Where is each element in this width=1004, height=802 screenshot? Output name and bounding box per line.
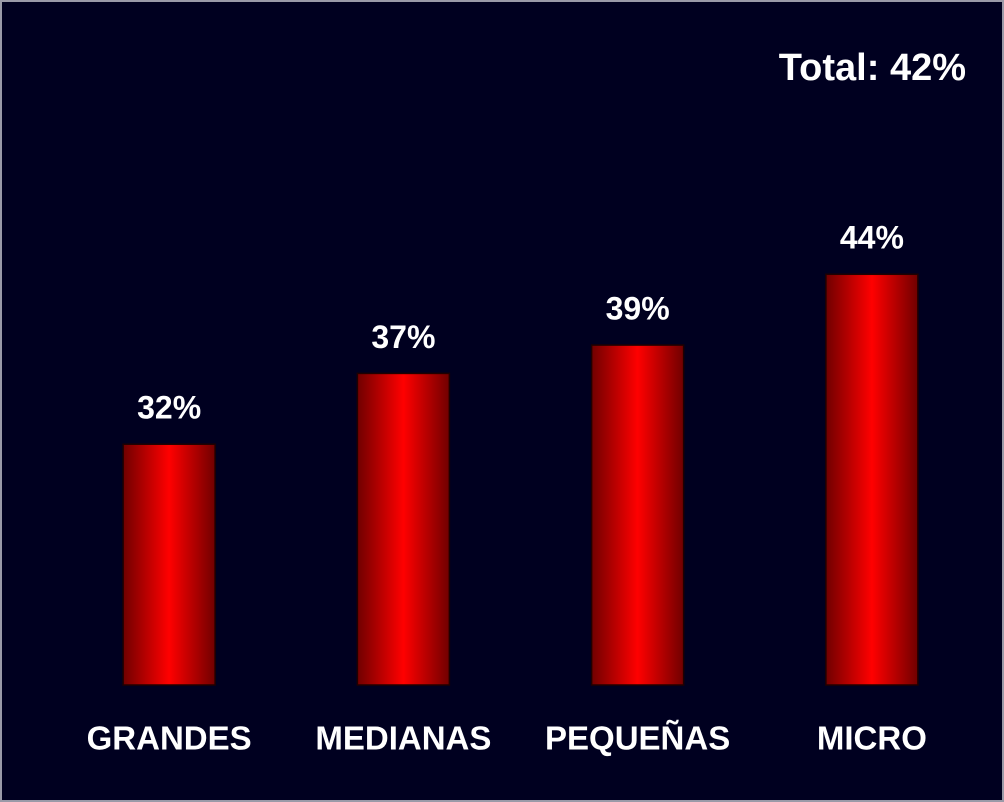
- bar: [590, 344, 685, 686]
- bar: [356, 372, 451, 686]
- value-label: 39%: [606, 291, 670, 327]
- x-tick-label: GRANDES: [87, 720, 252, 757]
- value-label: 37%: [371, 319, 435, 355]
- x-tick-label: PEQUEÑAS: [545, 720, 730, 757]
- bar: [825, 273, 919, 686]
- x-tick-label: MICRO: [817, 720, 927, 757]
- total-annotation: Total: 42%: [779, 47, 966, 89]
- value-label: 44%: [840, 220, 904, 256]
- bar: [122, 443, 216, 686]
- x-tick-label: MEDIANAS: [315, 720, 491, 757]
- value-label: 32%: [137, 390, 201, 426]
